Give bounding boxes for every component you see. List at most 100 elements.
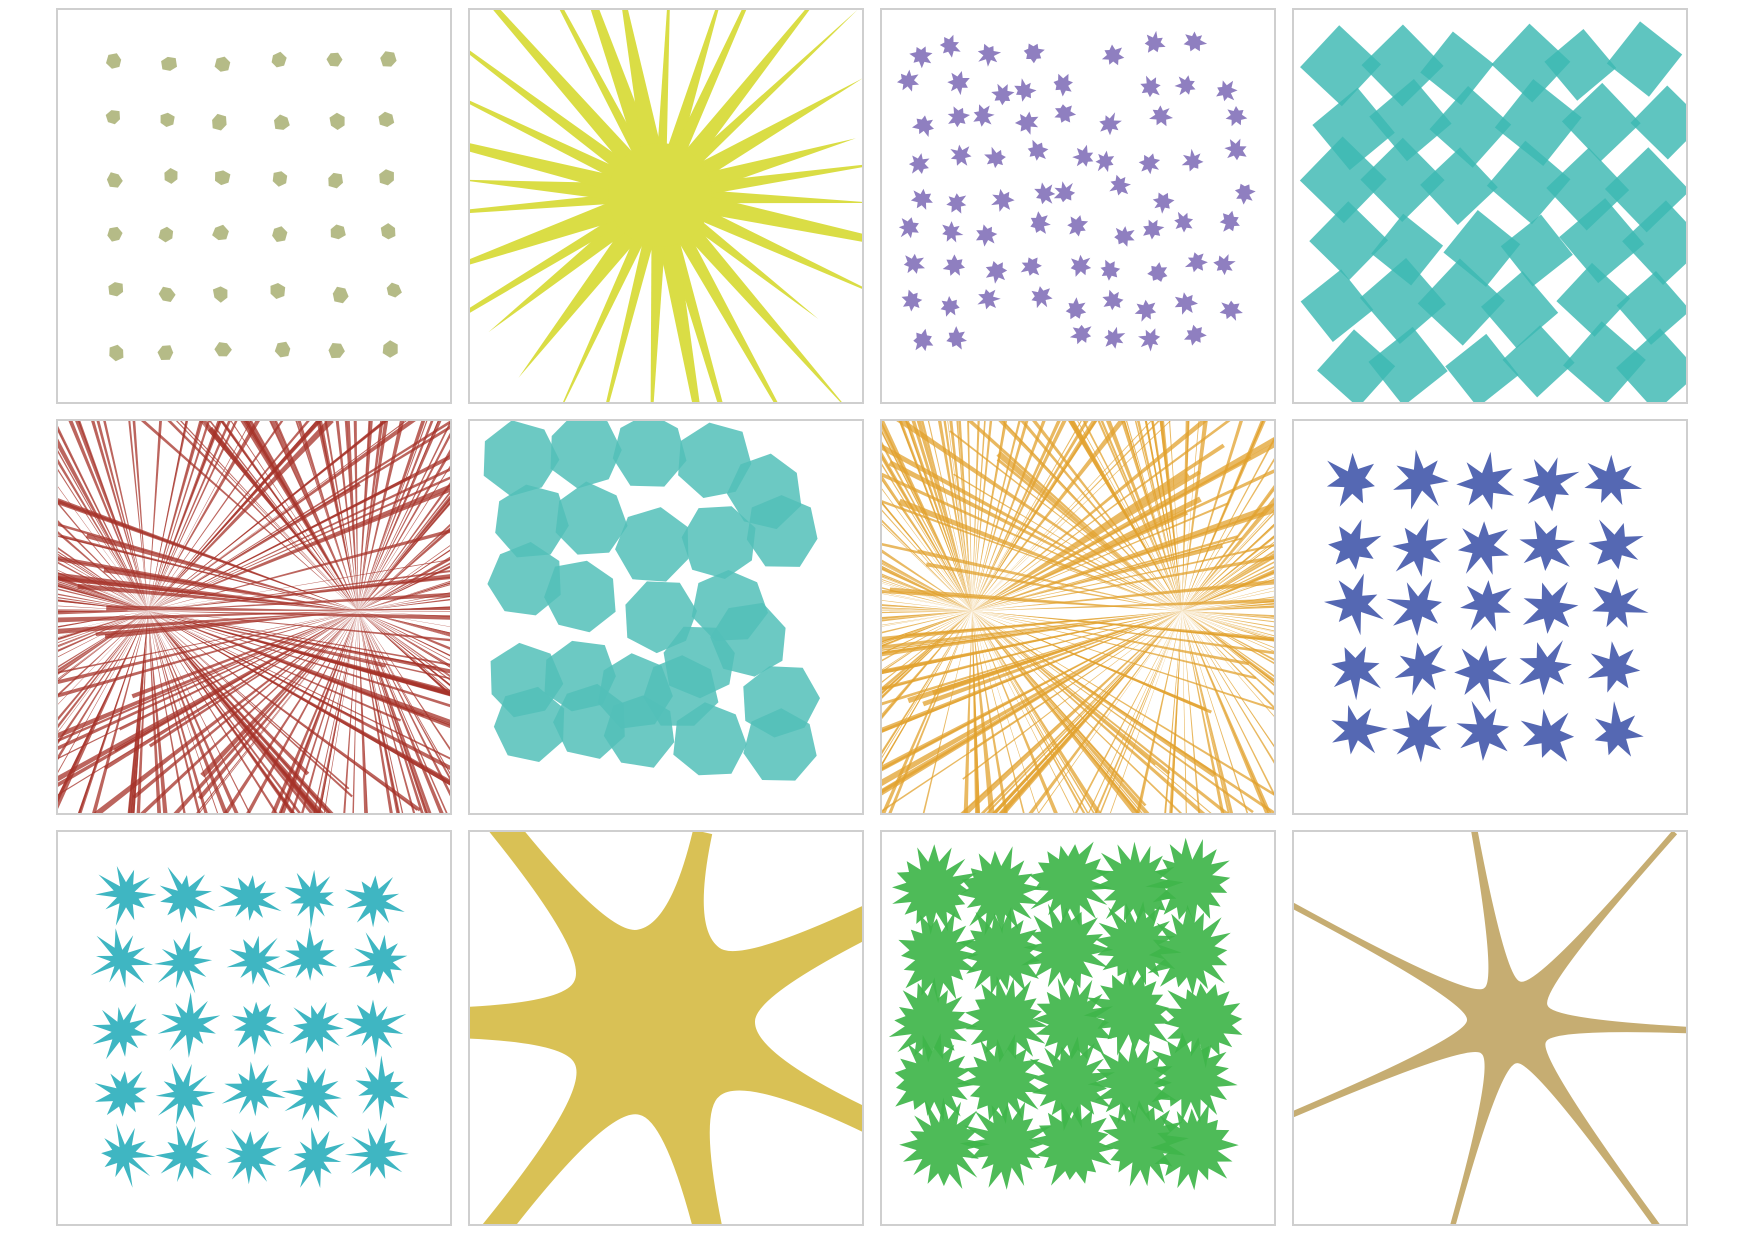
star-mark (1328, 519, 1382, 570)
line-streak (972, 421, 1152, 611)
line-streak (922, 611, 972, 813)
line-streak (358, 432, 450, 611)
heptagon-mark (555, 481, 628, 555)
star-mark (910, 188, 933, 210)
line-streak (882, 523, 972, 611)
burst-spike (470, 211, 629, 313)
blob-mark (898, 911, 979, 1003)
line-streak (358, 611, 450, 751)
line-streak (318, 611, 358, 813)
line-streak (972, 537, 1243, 611)
diamond-mark (1544, 28, 1617, 101)
star-mark (1592, 579, 1649, 628)
line-streak (937, 421, 972, 611)
burst-spike (670, 10, 747, 162)
heptagon-mark (673, 702, 747, 776)
line-streak (882, 608, 972, 611)
burst-spike (606, 232, 656, 402)
line-streak (932, 611, 1182, 696)
star-mark (1224, 138, 1247, 161)
dot-mark (158, 226, 174, 243)
star-mark (977, 43, 1002, 67)
dot-mark (212, 224, 229, 241)
line-streak (113, 611, 358, 752)
blob-mark (1028, 1102, 1114, 1186)
line-streak (75, 421, 148, 611)
overlapping-diamonds-art (1299, 21, 1686, 402)
line-streak (358, 611, 450, 797)
star-mark (1069, 324, 1092, 345)
star-mark (1034, 182, 1056, 205)
dot-mark (158, 286, 176, 302)
line-streak (358, 421, 450, 611)
line-streak (58, 611, 358, 742)
line-streak (274, 421, 358, 611)
star-mark (950, 144, 972, 166)
line-streak (148, 611, 450, 696)
dot-mark (164, 168, 178, 184)
heptagon-mark (746, 495, 818, 567)
burst-spike (488, 212, 635, 333)
line-streak (972, 611, 1274, 655)
line-streak (1182, 611, 1274, 747)
diamond-mark (1559, 198, 1645, 284)
line-streak (1001, 421, 1182, 611)
diamond-mark (1429, 86, 1512, 168)
line-streak (1068, 421, 1182, 611)
diamond-mark (1309, 201, 1389, 281)
blob-mark (965, 976, 1048, 1063)
diamond-mark (1300, 269, 1374, 343)
line-streak (972, 421, 1089, 611)
line-streak (243, 421, 358, 611)
line-streak (148, 421, 238, 611)
heptagon-mark (612, 421, 687, 487)
dot-mark (328, 172, 343, 189)
heptagon-mark (544, 560, 616, 633)
line-streak (1109, 611, 1182, 813)
line-streak (882, 611, 1182, 794)
star-mark (225, 1129, 282, 1185)
star-mark (1331, 705, 1388, 755)
line-streak (230, 421, 358, 611)
star-mark (1181, 148, 1204, 172)
panel-star-grid (1292, 419, 1688, 815)
diamond-mark (1368, 326, 1448, 402)
dot-mark (270, 283, 286, 299)
line-streak (318, 421, 358, 611)
line-streak (58, 611, 148, 643)
dot-mark (382, 340, 398, 358)
line-streak (324, 421, 358, 611)
diamond-mark (1371, 213, 1444, 286)
giant-star-art (470, 832, 862, 1224)
line-streak (972, 611, 1272, 641)
line-streak (358, 611, 429, 813)
star-mark (231, 1001, 285, 1055)
overlapping-heptagons-art (483, 421, 820, 781)
burst-spike (650, 234, 666, 402)
line-streak (58, 611, 148, 682)
line-streak (882, 579, 972, 611)
blob-mark (960, 1101, 1052, 1190)
line-streak (882, 611, 972, 813)
dot-mark (330, 224, 346, 240)
burst-spike (470, 197, 628, 265)
line-streak (953, 473, 1182, 611)
line-streak (1182, 611, 1274, 764)
burst-core (608, 143, 712, 247)
line-streak (1105, 421, 1182, 611)
star-mark (1454, 645, 1512, 703)
line-streak (132, 421, 148, 611)
line-streak (358, 611, 450, 668)
line-streak (972, 421, 1008, 611)
burst-spike (698, 164, 862, 196)
dot-mark (328, 343, 345, 359)
blob-mark (892, 844, 977, 935)
diamond-mark (1563, 321, 1646, 402)
star-mark (1134, 299, 1157, 322)
line-streak (317, 611, 358, 813)
blob-mark (1029, 841, 1113, 926)
line-streak (58, 584, 148, 611)
line-streak (1038, 611, 1182, 813)
star-mark (1102, 289, 1124, 311)
line-streak (972, 611, 1156, 766)
